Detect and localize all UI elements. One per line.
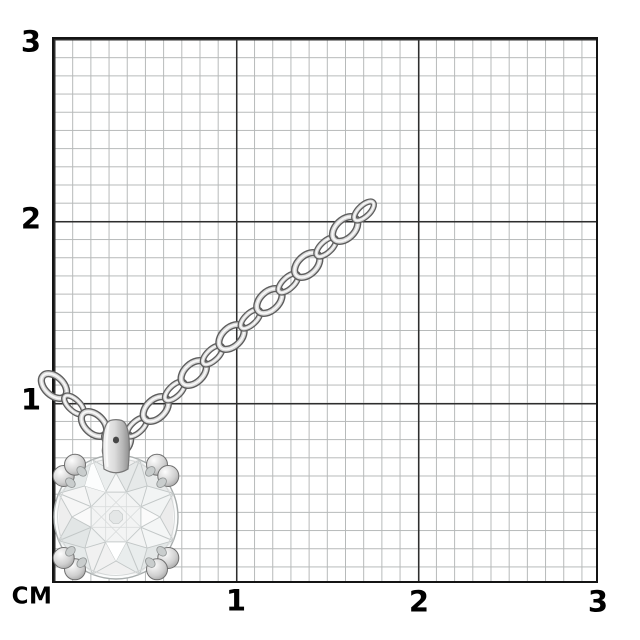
x-tick-1: 1	[225, 583, 247, 618]
y-tick-2: 2	[20, 201, 42, 236]
diamond-stone	[53, 454, 179, 580]
x-tick-3: 3	[587, 584, 609, 619]
y-tick-1: 1	[20, 382, 42, 417]
bail	[102, 419, 130, 474]
bail-hole	[112, 436, 120, 444]
prong-claws	[52, 453, 180, 581]
y-tick-3: 3	[20, 24, 42, 59]
pendant	[52, 419, 180, 581]
necklace-chain	[37, 198, 377, 461]
x-tick-2: 2	[408, 584, 430, 619]
unit-label: СМ	[11, 583, 53, 610]
